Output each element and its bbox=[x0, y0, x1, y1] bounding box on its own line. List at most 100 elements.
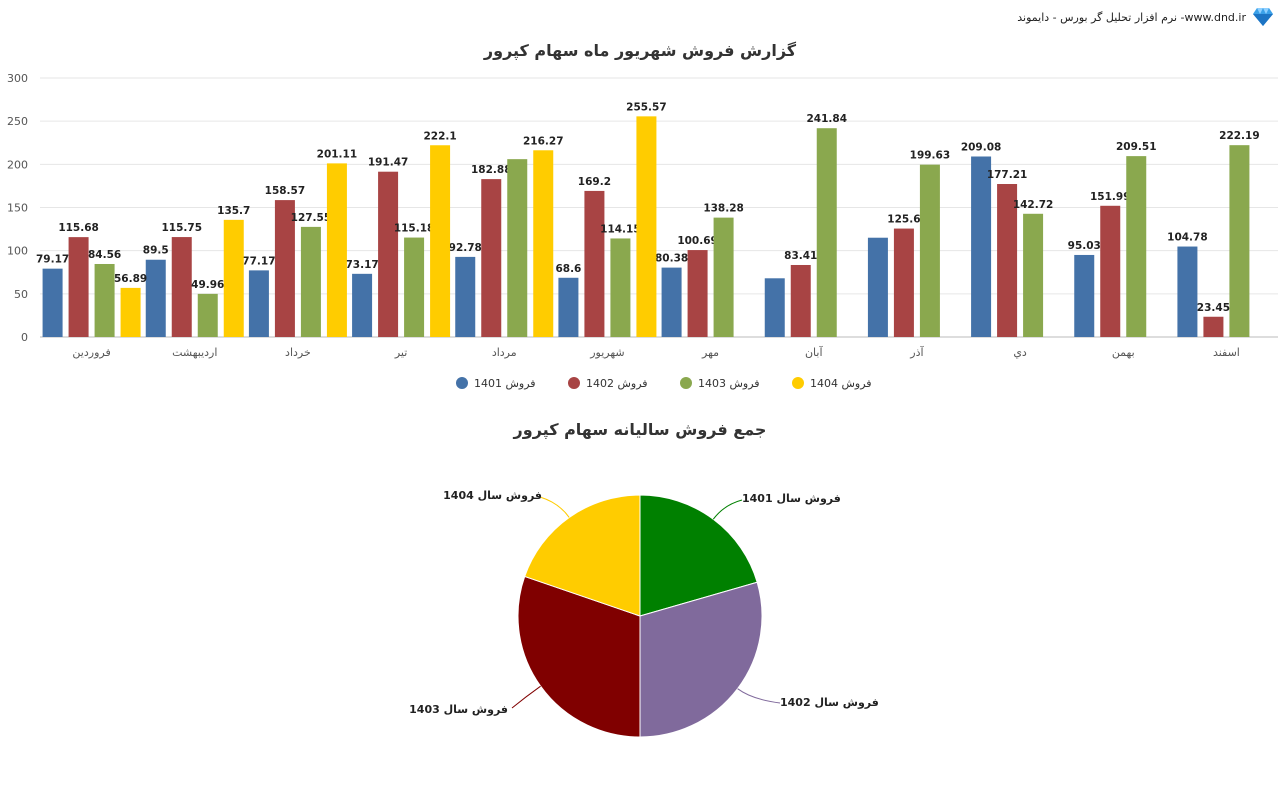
bar bbox=[455, 256, 476, 337]
bar bbox=[378, 171, 399, 337]
data-label: 241.84 bbox=[806, 113, 847, 125]
bar bbox=[558, 277, 579, 337]
pie-slice bbox=[524, 494, 641, 617]
bar bbox=[171, 237, 192, 337]
legend-label: فروش 1404 bbox=[810, 377, 872, 390]
bar bbox=[584, 190, 605, 337]
data-label: 199.63 bbox=[910, 150, 951, 162]
data-label: 23.45 bbox=[1197, 302, 1230, 314]
data-label: 222.1 bbox=[423, 130, 456, 142]
bar bbox=[919, 164, 940, 337]
pie-chart: جمع فروش سالیانه سهام کپرور فروش سال 1401… bbox=[409, 420, 879, 738]
data-label: 177.21 bbox=[987, 169, 1028, 181]
bar bbox=[223, 219, 244, 337]
data-label: 68.6 bbox=[555, 263, 581, 275]
pie-chart-title: جمع فروش سالیانه سهام کپرور bbox=[513, 420, 767, 440]
data-label: 49.96 bbox=[191, 279, 224, 291]
bar bbox=[197, 293, 218, 337]
bar bbox=[816, 128, 837, 337]
bar bbox=[300, 226, 321, 337]
bar bbox=[1177, 246, 1198, 337]
bar bbox=[790, 264, 811, 337]
pie-leader-line bbox=[539, 496, 570, 518]
data-label: 115.68 bbox=[58, 222, 99, 234]
x-tick-label: خرداد bbox=[285, 346, 311, 359]
bar bbox=[636, 116, 657, 337]
data-label: 209.51 bbox=[1116, 141, 1157, 153]
data-label: 142.72 bbox=[1013, 199, 1054, 211]
x-tick-label: آبان bbox=[805, 345, 823, 359]
pie-leader-line bbox=[511, 685, 541, 709]
x-tick-label: دي bbox=[1013, 346, 1027, 359]
data-label: 115.75 bbox=[161, 222, 202, 234]
bar bbox=[1229, 145, 1250, 337]
bar bbox=[893, 228, 914, 337]
bar bbox=[274, 200, 295, 337]
x-tick-label: مهر bbox=[701, 346, 719, 359]
pie-slice-label: فروش سال 1403 bbox=[409, 703, 508, 716]
bar bbox=[326, 163, 347, 337]
data-label: 222.19 bbox=[1219, 130, 1260, 142]
pie-slice-label: فروش سال 1401 bbox=[742, 492, 841, 505]
data-label: 56.89 bbox=[114, 273, 147, 285]
y-tick-label: 250 bbox=[7, 115, 28, 128]
bar-chart: گزارش فروش شهریور ماه سهام کپرور 0 50 100 15… bbox=[7, 41, 1278, 390]
legend-label: فروش 1402 bbox=[586, 377, 648, 390]
bar bbox=[713, 217, 734, 337]
x-tick-label: آذر bbox=[909, 345, 924, 359]
data-label: 104.78 bbox=[1167, 232, 1208, 244]
data-label: 158.57 bbox=[265, 185, 306, 197]
bar bbox=[507, 159, 528, 337]
bar bbox=[764, 278, 785, 337]
bar bbox=[404, 237, 425, 337]
data-label: 127.55 bbox=[291, 212, 332, 224]
data-label: 79.17 bbox=[36, 254, 69, 266]
bar bbox=[352, 273, 373, 337]
bar bbox=[533, 150, 554, 337]
data-label: 100.69 bbox=[677, 235, 718, 247]
brand-header: نرم افزار تحلیل گر بورس - دایموند -www.d… bbox=[1017, 6, 1274, 28]
bar bbox=[1203, 316, 1224, 337]
data-label: 83.41 bbox=[784, 250, 817, 262]
legend-marker bbox=[456, 377, 468, 389]
x-tick-label: شهریور bbox=[589, 346, 624, 359]
legend: فروش 1401 فروش 1402 فروش 1403 فروش 1404 bbox=[456, 377, 872, 390]
data-label: 216.27 bbox=[523, 135, 564, 147]
data-label: 73.17 bbox=[345, 259, 378, 271]
bar bbox=[1074, 254, 1095, 337]
y-tick-label: 150 bbox=[7, 202, 28, 215]
data-label: 135.7 bbox=[217, 205, 250, 217]
legend-label: فروش 1403 bbox=[698, 377, 760, 390]
x-tick-label: اردیبهشت bbox=[172, 346, 217, 359]
data-label: 89.5 bbox=[143, 245, 169, 257]
data-label: 209.08 bbox=[961, 141, 1002, 153]
y-tick-label: 0 bbox=[21, 331, 28, 344]
bar bbox=[1126, 156, 1147, 337]
data-label: 151.99 bbox=[1090, 191, 1131, 203]
pie-leader-line bbox=[712, 499, 743, 520]
data-label: 115.18 bbox=[394, 223, 435, 235]
data-label: 191.47 bbox=[368, 157, 409, 169]
bar bbox=[687, 250, 708, 337]
bar bbox=[68, 237, 89, 337]
brand-text: نرم افزار تحلیل گر بورس - دایموند -www.d… bbox=[1017, 10, 1246, 24]
legend-label: فروش 1401 bbox=[474, 377, 536, 390]
pie-leader-line bbox=[737, 688, 781, 704]
bar bbox=[145, 259, 166, 337]
bar bbox=[867, 237, 888, 337]
bar bbox=[42, 268, 63, 337]
bar bbox=[661, 267, 682, 337]
x-tick-label: بهمن bbox=[1112, 346, 1135, 359]
bar bbox=[997, 184, 1018, 337]
x-tick-label: تیر bbox=[394, 346, 407, 359]
pie-slice bbox=[517, 575, 641, 738]
data-label: 255.57 bbox=[626, 101, 667, 113]
pie-slice-label: فروش سال 1404 bbox=[443, 489, 542, 502]
data-label: 182.88 bbox=[471, 164, 512, 176]
bar bbox=[1100, 205, 1121, 337]
bar bbox=[971, 156, 992, 337]
pie-slice bbox=[639, 494, 758, 617]
y-tick-label: 50 bbox=[14, 288, 28, 301]
legend-marker bbox=[568, 377, 580, 389]
